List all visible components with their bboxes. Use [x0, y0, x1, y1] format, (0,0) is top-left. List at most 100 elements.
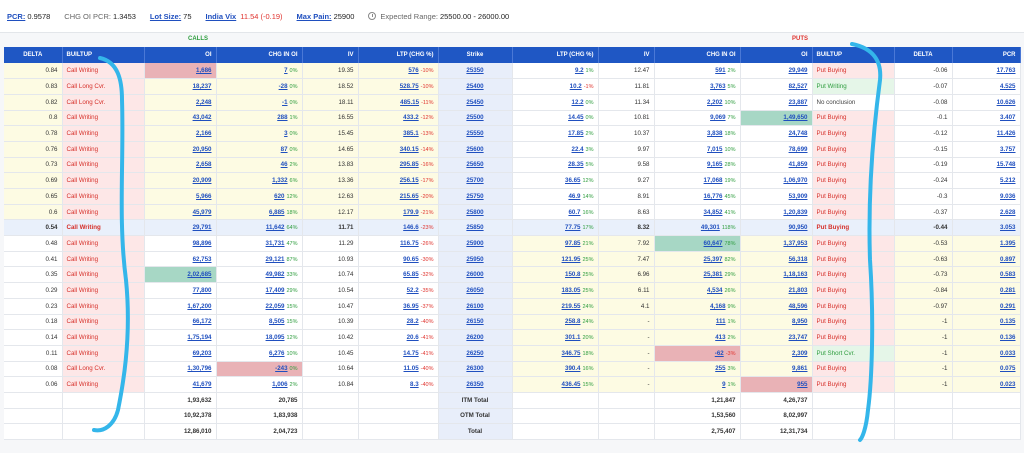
- strike-price[interactable]: 25650: [466, 161, 484, 169]
- strike-price[interactable]: 25850: [466, 224, 484, 232]
- call-ltp[interactable]: 65.85: [403, 271, 419, 279]
- call-ltp[interactable]: 28.2: [406, 318, 419, 326]
- column-header[interactable]: OI: [144, 47, 217, 63]
- column-header[interactable]: DELTA: [894, 47, 953, 63]
- call-chg-oi[interactable]: 49,982: [265, 271, 285, 279]
- call-ltp[interactable]: 215.65: [399, 192, 419, 200]
- call-ltp[interactable]: 146.6: [403, 224, 419, 232]
- call-ltp[interactable]: 36.95: [403, 302, 419, 310]
- call-oi[interactable]: 1,75,194: [187, 334, 212, 342]
- put-oi[interactable]: 1,06,970: [783, 177, 808, 185]
- call-chg-oi[interactable]: 288: [277, 114, 288, 122]
- call-oi[interactable]: 2,658: [196, 161, 212, 169]
- column-header[interactable]: PCR: [952, 47, 1021, 63]
- put-oi[interactable]: 23,887: [788, 98, 808, 106]
- strike-pcr[interactable]: 3.053: [1000, 224, 1016, 232]
- put-ltp[interactable]: 12.2: [571, 98, 584, 106]
- call-oi[interactable]: 29,791: [192, 224, 212, 232]
- put-oi[interactable]: 955: [797, 381, 808, 389]
- put-chg-oi[interactable]: 4,168: [710, 302, 726, 310]
- column-header[interactable]: LTP (CHG %): [512, 47, 599, 63]
- call-chg-oi[interactable]: -28: [278, 83, 288, 91]
- strike-pcr[interactable]: 0.291: [1000, 302, 1016, 310]
- put-oi[interactable]: 78,699: [788, 145, 808, 153]
- put-ltp[interactable]: 436.45: [561, 381, 581, 389]
- strike-price[interactable]: 26050: [466, 286, 484, 294]
- strike-pcr[interactable]: 10.626: [996, 98, 1016, 106]
- call-chg-oi[interactable]: -243: [275, 365, 288, 373]
- put-oi[interactable]: 9,861: [792, 365, 808, 373]
- call-ltp[interactable]: 11.05: [403, 365, 419, 373]
- put-oi[interactable]: 23,747: [788, 334, 808, 342]
- call-oi[interactable]: 66,172: [192, 318, 212, 326]
- strike-cell[interactable]: 26100: [438, 298, 513, 315]
- call-ltp[interactable]: 295.85: [399, 161, 419, 169]
- column-header[interactable]: Strike: [438, 47, 513, 63]
- strike-cell[interactable]: 25750: [438, 188, 513, 205]
- strike-cell[interactable]: 26250: [438, 345, 513, 362]
- call-chg-oi[interactable]: -1: [282, 98, 288, 106]
- put-chg-oi[interactable]: 9,165: [707, 161, 723, 169]
- put-oi[interactable]: 56,318: [788, 255, 808, 263]
- strike-price[interactable]: 26150: [466, 318, 484, 326]
- put-oi[interactable]: 1,20,839: [783, 208, 808, 216]
- put-chg-oi[interactable]: 591: [715, 67, 726, 75]
- call-oi[interactable]: 5,966: [196, 192, 212, 200]
- put-chg-oi[interactable]: 9,069: [710, 114, 726, 122]
- strike-price[interactable]: 26100: [466, 302, 484, 310]
- column-header[interactable]: IV: [302, 47, 359, 63]
- put-chg-oi[interactable]: 25,397: [703, 255, 723, 263]
- call-oi[interactable]: 1,30,796: [187, 365, 212, 373]
- put-oi[interactable]: 8,950: [792, 318, 808, 326]
- put-oi[interactable]: 1,49,650: [783, 114, 808, 122]
- call-oi[interactable]: 62,753: [192, 255, 212, 263]
- call-oi[interactable]: 43,042: [192, 114, 212, 122]
- strike-pcr[interactable]: 15.748: [996, 161, 1016, 169]
- strike-pcr[interactable]: 2.628: [1000, 208, 1016, 216]
- put-oi[interactable]: 41,859: [788, 161, 808, 169]
- strike-pcr[interactable]: 17.763: [996, 67, 1016, 75]
- pcr-link[interactable]: PCR:: [7, 11, 26, 21]
- column-header[interactable]: CHG IN OI: [654, 47, 741, 63]
- strike-price[interactable]: 25400: [466, 83, 484, 91]
- india-vix-link[interactable]: India Vix: [205, 11, 237, 21]
- put-ltp[interactable]: 77.75: [565, 224, 581, 232]
- strike-price[interactable]: 25800: [466, 208, 484, 216]
- strike-pcr[interactable]: 1.395: [1000, 239, 1016, 247]
- max-pain-link[interactable]: Max Pain:: [296, 11, 332, 21]
- strike-price[interactable]: 25550: [466, 130, 484, 138]
- put-chg-oi[interactable]: 9: [722, 381, 726, 389]
- call-chg-oi[interactable]: 17,409: [265, 286, 285, 294]
- put-oi[interactable]: 90,950: [788, 224, 808, 232]
- strike-pcr[interactable]: 0.583: [1000, 271, 1016, 279]
- put-ltp[interactable]: 150.8: [565, 271, 581, 279]
- call-ltp[interactable]: 14.75: [403, 349, 419, 357]
- put-oi[interactable]: 82,527: [788, 83, 808, 91]
- put-ltp[interactable]: 9.2: [574, 67, 584, 75]
- put-ltp[interactable]: 10.2: [569, 83, 582, 91]
- call-chg-oi[interactable]: 7: [284, 67, 288, 75]
- strike-price[interactable]: 26000: [466, 271, 484, 279]
- call-oi[interactable]: 98,896: [192, 239, 212, 247]
- strike-cell[interactable]: 25400: [438, 78, 513, 95]
- put-chg-oi[interactable]: 7,015: [707, 145, 723, 153]
- call-ltp[interactable]: 179.9: [403, 208, 419, 216]
- put-chg-oi[interactable]: 25,381: [703, 271, 723, 279]
- strike-cell[interactable]: 25550: [438, 125, 513, 142]
- strike-pcr[interactable]: 0.023: [1000, 381, 1016, 389]
- strike-cell[interactable]: 25850: [438, 219, 513, 237]
- put-ltp[interactable]: 258.8: [565, 318, 581, 326]
- strike-price[interactable]: 25600: [466, 145, 484, 153]
- put-chg-oi[interactable]: 3,838: [707, 130, 723, 138]
- call-ltp[interactable]: 8.3: [410, 381, 419, 389]
- put-ltp[interactable]: 46.9: [568, 192, 581, 200]
- strike-cell[interactable]: 25800: [438, 204, 513, 221]
- put-oi[interactable]: 1,37,953: [783, 239, 808, 247]
- call-oi[interactable]: 45,979: [192, 208, 212, 216]
- strike-pcr[interactable]: 0.033: [1000, 349, 1016, 357]
- strike-pcr[interactable]: 0.897: [1000, 255, 1016, 263]
- call-oi[interactable]: 1,686: [196, 67, 212, 75]
- strike-cell[interactable]: 26350: [438, 376, 513, 393]
- strike-cell[interactable]: 25950: [438, 251, 513, 268]
- put-chg-oi[interactable]: 4,534: [707, 286, 723, 294]
